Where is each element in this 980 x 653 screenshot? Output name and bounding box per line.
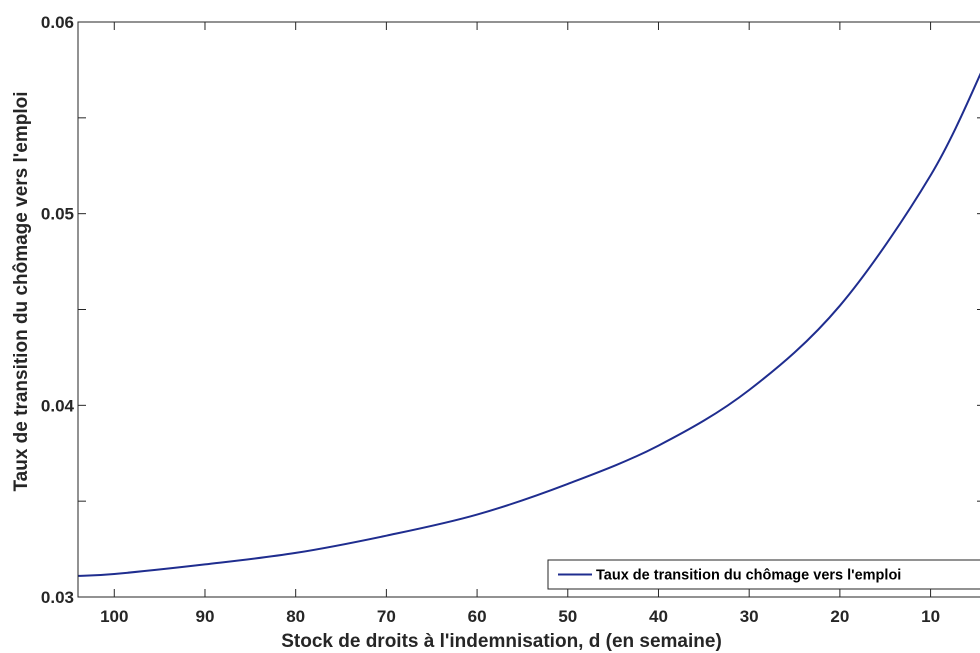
y-tick-label: 0.06 <box>41 13 74 32</box>
y-tick-label: 0.05 <box>41 205 74 224</box>
x-tick-label: 50 <box>558 607 577 626</box>
x-tick-label: 10 <box>921 607 940 626</box>
y-axis-label: Taux de transition du chômage vers l'emp… <box>11 91 32 491</box>
x-tick-label: 60 <box>468 607 487 626</box>
x-tick-label: 90 <box>196 607 215 626</box>
x-tick-label: 40 <box>649 607 668 626</box>
legend: Taux de transition du chômage vers l'emp… <box>547 559 980 590</box>
series-lines <box>77 72 980 577</box>
plot-area-frame <box>77 21 980 598</box>
axis-ticks <box>78 21 980 598</box>
legend-entry-label: Taux de transition du chômage vers l'emp… <box>596 568 901 584</box>
x-tick-label: 70 <box>377 607 396 626</box>
series-line <box>77 72 980 577</box>
tick-labels: 100 90 80 70 60 50 40 30 20 10 0.03 0.04 0.05 0.06 <box>41 13 940 626</box>
x-tick-label: 30 <box>740 607 759 626</box>
x-tick-label: 20 <box>830 607 849 626</box>
x-tick-label: 100 <box>100 607 128 626</box>
x-tick-label: 80 <box>286 607 305 626</box>
x-axis-label: Stock de droits à l'indemnisation, d (en… <box>281 631 722 652</box>
y-tick-label: 0.03 <box>41 588 74 607</box>
legend-box <box>547 559 980 590</box>
y-tick-label: 0.04 <box>41 396 75 415</box>
